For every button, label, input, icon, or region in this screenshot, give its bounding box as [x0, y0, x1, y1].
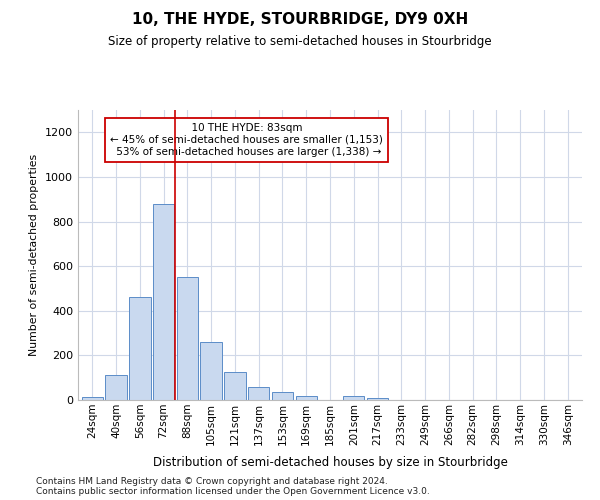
Bar — [272, 392, 293, 400]
Y-axis label: Number of semi-detached properties: Number of semi-detached properties — [29, 154, 40, 356]
Bar — [343, 396, 364, 400]
Bar — [153, 204, 174, 400]
Text: 10 THE HYDE: 83sqm  
← 45% of semi-detached houses are smaller (1,153)
 53% of s: 10 THE HYDE: 83sqm ← 45% of semi-detache… — [110, 124, 383, 156]
Bar — [82, 396, 103, 400]
Text: Size of property relative to semi-detached houses in Stourbridge: Size of property relative to semi-detach… — [108, 35, 492, 48]
Bar — [176, 278, 198, 400]
Bar — [248, 386, 269, 400]
Text: Contains public sector information licensed under the Open Government Licence v3: Contains public sector information licen… — [36, 487, 430, 496]
Bar — [129, 298, 151, 400]
Text: Contains HM Land Registry data © Crown copyright and database right 2024.: Contains HM Land Registry data © Crown c… — [36, 477, 388, 486]
X-axis label: Distribution of semi-detached houses by size in Stourbridge: Distribution of semi-detached houses by … — [152, 456, 508, 469]
Bar — [296, 396, 317, 400]
Text: 10, THE HYDE, STOURBRIDGE, DY9 0XH: 10, THE HYDE, STOURBRIDGE, DY9 0XH — [132, 12, 468, 28]
Bar — [200, 342, 222, 400]
Bar — [224, 372, 245, 400]
Bar — [106, 376, 127, 400]
Bar — [367, 398, 388, 400]
